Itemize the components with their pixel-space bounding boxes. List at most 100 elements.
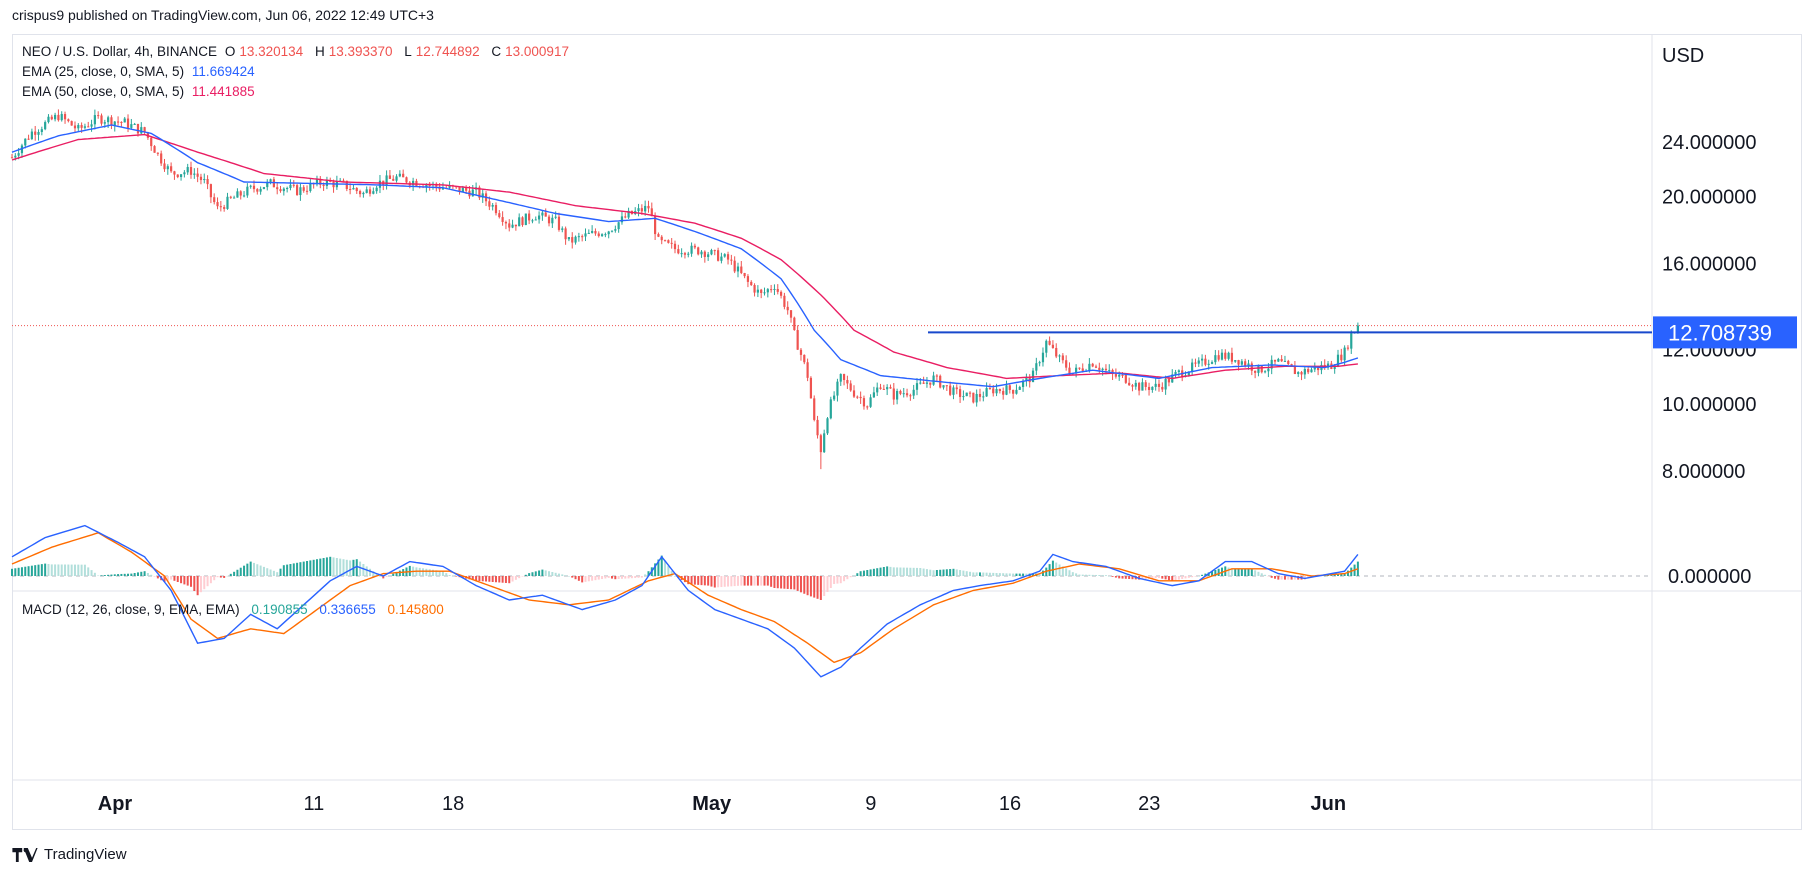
candle [1151,386,1154,393]
macd-histogram-bar [156,576,159,579]
macd-histogram-bar [1346,570,1349,576]
candle [458,186,461,195]
macd-histogram-bar [1025,573,1028,576]
macd-histogram-bar [786,576,789,589]
macd-histogram-bar [799,576,802,593]
macd-histogram-bar [756,576,759,586]
macd-histogram-bar [985,572,988,576]
candle [819,433,822,470]
macd-histogram-bar [1254,570,1257,576]
macd-histogram-bar [418,567,421,576]
candle [680,248,683,258]
macd-histogram-bar [269,569,272,576]
macd-histogram-bar [1181,576,1184,579]
candle [756,285,759,298]
horizontal-line-price-tag: 12.708739 [1653,316,1797,349]
candle [1230,347,1234,365]
macd-histogram-bar [929,569,932,576]
macd-histogram-bar [140,571,143,576]
macd-histogram-bar [912,567,915,576]
macd-histogram-bar [325,557,328,576]
candle [10,154,14,159]
candle [1041,347,1045,367]
candle [1263,370,1267,374]
high-label: H [314,44,325,59]
macd-histogram-bar [1018,573,1021,576]
macd-histogram-bar [1327,575,1330,576]
candle [123,116,126,123]
macd-histogram-bar [1260,573,1263,576]
macd-histogram-bar [339,558,342,576]
macd-histogram-bar [1290,576,1293,580]
published-by-text: crispus9 published on TradingView.com, J… [12,7,434,23]
candle [415,178,418,187]
macd-histogram-bar [322,558,325,576]
macd-signal-value: 0.145800 [387,602,444,617]
ema25-legend[interactable]: EMA (25, close, 0, SMA, 5) 11.669424 [22,64,259,79]
macd-histogram-bar [355,559,358,576]
candle [1254,370,1257,379]
macd-histogram-bar [955,569,958,576]
footer-branding[interactable]: TradingView [12,846,127,863]
candle [663,239,667,242]
macd-histogram-bar [315,559,318,576]
macd-histogram-bar [690,576,693,585]
macd-histogram-bar [1164,576,1167,580]
macd-histogram-bar [630,576,633,579]
candle [30,128,33,141]
ema50-legend[interactable]: EMA (50, close, 0, SMA, 5) 11.441885 [22,84,259,99]
macd-histogram-bar [922,568,925,576]
macd-histogram-bar [249,561,252,576]
ema50-label: EMA (50, close, 0, SMA, 5) [22,84,185,99]
macd-histogram-bar [345,559,348,576]
candle [233,195,236,199]
macd-histogram-bar [813,576,816,598]
macd-histogram-bar [524,574,527,576]
macd-histogram-bar [949,569,952,576]
candle [803,354,806,365]
macd-histogram-bar [286,564,289,576]
candle [199,173,203,185]
candle [1068,362,1071,375]
candle [826,417,829,435]
macd-legend[interactable]: MACD (12, 26, close, 9, EMA, EMA) 0.1908… [22,602,448,617]
macd-histogram-bar [262,566,265,576]
macd-histogram-bar [1161,576,1164,579]
candle [912,384,915,400]
candle [965,392,968,397]
candle [710,248,713,256]
macd-histogram-bar [720,576,723,588]
candle [1277,357,1280,363]
macd-histogram-bar [829,576,832,588]
candle [77,123,80,131]
macd-histogram-bar [491,576,494,582]
macd-tick-label: 0.000000 [1668,566,1751,588]
macd-histogram-bar [780,576,783,589]
candle [179,174,183,181]
macd-histogram-bar [150,574,153,576]
candle [441,182,445,190]
macd-histogram-bar [50,564,53,576]
macd-histogram-bar [110,574,113,576]
macd-histogram-bar [1257,571,1260,576]
candle [1048,336,1051,346]
symbol-title[interactable]: NEO / U.S. Dollar, 4h, BINANCE [22,44,218,59]
candle [206,175,209,190]
candle [796,325,799,350]
macd-histogram-bar [1270,576,1273,578]
macd-histogram-bar [319,558,322,576]
macd-histogram-bar [587,576,590,582]
candle [53,112,57,122]
candle [600,233,604,237]
candle [1194,358,1197,368]
candle [567,237,571,242]
macd-histogram-bar [1227,567,1230,576]
macd-histogram-bar [485,576,488,582]
candle [786,301,789,315]
candle [63,111,67,124]
macd-histogram-bar [176,576,179,582]
macd-histogram-bar [233,571,236,576]
macd-histogram-bar [886,566,889,576]
macd-histogram-bar [475,576,478,581]
